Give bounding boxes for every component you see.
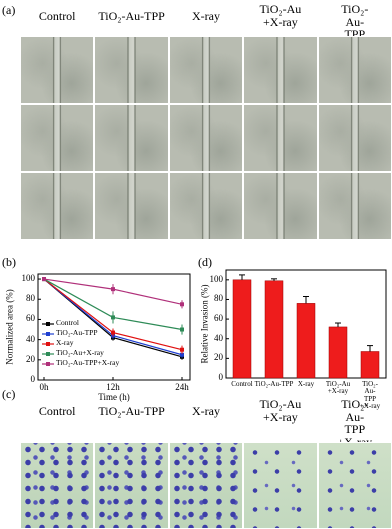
- column-header: TiO₂-Au-TPP: [98, 404, 165, 418]
- legend-marker: [46, 352, 50, 356]
- y-tick-label: 60: [26, 313, 35, 324]
- micrograph: [168, 442, 244, 529]
- y-tick-label: 20: [214, 352, 223, 363]
- y-tick-label: 40: [214, 332, 223, 343]
- legend-label: Control: [56, 318, 79, 327]
- column-header: TiO₂-Au-TPP: [98, 9, 165, 23]
- micrograph: [94, 172, 169, 240]
- column-header: TiO₂-Au +X-ray: [259, 397, 302, 424]
- micrograph: [317, 442, 392, 529]
- legend-marker: [46, 322, 50, 326]
- micrograph: [94, 104, 169, 172]
- x-tick-label: TiO₂-Au-TPP: [254, 380, 294, 388]
- marker: [180, 347, 184, 352]
- marker: [180, 302, 184, 307]
- bar: [360, 351, 380, 379]
- micrograph: [243, 442, 318, 529]
- y-axis-label: Relative Invasion (%): [199, 284, 210, 364]
- micrograph: [20, 36, 95, 104]
- y-tick-label: 100: [209, 273, 224, 284]
- micrograph: [317, 172, 392, 240]
- bar: [328, 326, 348, 379]
- marker: [111, 315, 115, 320]
- bar: [232, 279, 252, 379]
- panel-label: (b): [2, 255, 16, 269]
- y-tick-label: 20: [26, 353, 35, 364]
- column-header: TiO₂-Au +X-ray: [259, 2, 302, 29]
- bar: [296, 303, 316, 379]
- micrograph: [168, 104, 244, 172]
- marker: [180, 327, 184, 332]
- y-tick-label: 40: [26, 333, 35, 344]
- column-header: Control: [38, 9, 76, 23]
- micrograph: [20, 442, 95, 529]
- x-tick-label: TiO₂-Au +X-ray: [325, 380, 351, 396]
- micrograph: [243, 36, 318, 104]
- marker: [111, 330, 115, 335]
- panel-label: (c): [2, 387, 16, 401]
- micrograph: [317, 104, 392, 172]
- column-header: X-ray: [192, 9, 220, 23]
- y-tick-label: 80: [214, 293, 223, 304]
- legend-label: TiO₂-Au+X-ray: [56, 348, 104, 357]
- x-tick-label: 0h: [39, 382, 49, 392]
- micrograph: [243, 104, 318, 172]
- legend-marker: [46, 342, 50, 346]
- legend-marker: [46, 332, 50, 336]
- micrograph: [168, 36, 244, 104]
- legend-label: TiO₂-Au-TPP+X-ray: [56, 358, 120, 367]
- y-tick-label: 100: [21, 273, 36, 284]
- x-tick-label: Control: [231, 380, 253, 388]
- y-axis-label: Normalized area (%): [4, 289, 15, 365]
- bar: [264, 280, 284, 379]
- plot-frame: [37, 273, 191, 381]
- micrograph: [94, 36, 169, 104]
- panel-label: (d): [198, 255, 212, 269]
- y-tick-label: 0: [218, 372, 224, 382]
- micrograph: [94, 442, 169, 529]
- legend-marker: [46, 362, 50, 366]
- micrograph: [168, 172, 244, 240]
- x-tick-label: TiO₂-Au-TPP +X-ray: [359, 380, 381, 411]
- legend-label: X-ray: [56, 338, 74, 347]
- y-tick-label: 0: [30, 374, 36, 384]
- legend-label: TiO₂-Au-TPP: [56, 328, 98, 337]
- x-tick-label: 12h: [106, 382, 120, 392]
- column-header: X-ray: [192, 404, 220, 418]
- x-tick-label: X-ray: [297, 380, 315, 388]
- micrograph: [243, 172, 318, 240]
- column-header: Control: [38, 404, 76, 418]
- micrograph: [20, 172, 95, 240]
- x-tick-label: 24h: [175, 382, 189, 392]
- y-tick-label: 80: [26, 293, 35, 304]
- micrograph: [317, 36, 392, 104]
- marker: [180, 352, 184, 357]
- y-tick-label: 60: [214, 313, 223, 324]
- micrograph: [20, 104, 95, 172]
- panel-label: (a): [2, 3, 16, 17]
- marker: [42, 277, 46, 282]
- x-axis-label: Time (h): [98, 392, 130, 402]
- marker: [111, 287, 115, 292]
